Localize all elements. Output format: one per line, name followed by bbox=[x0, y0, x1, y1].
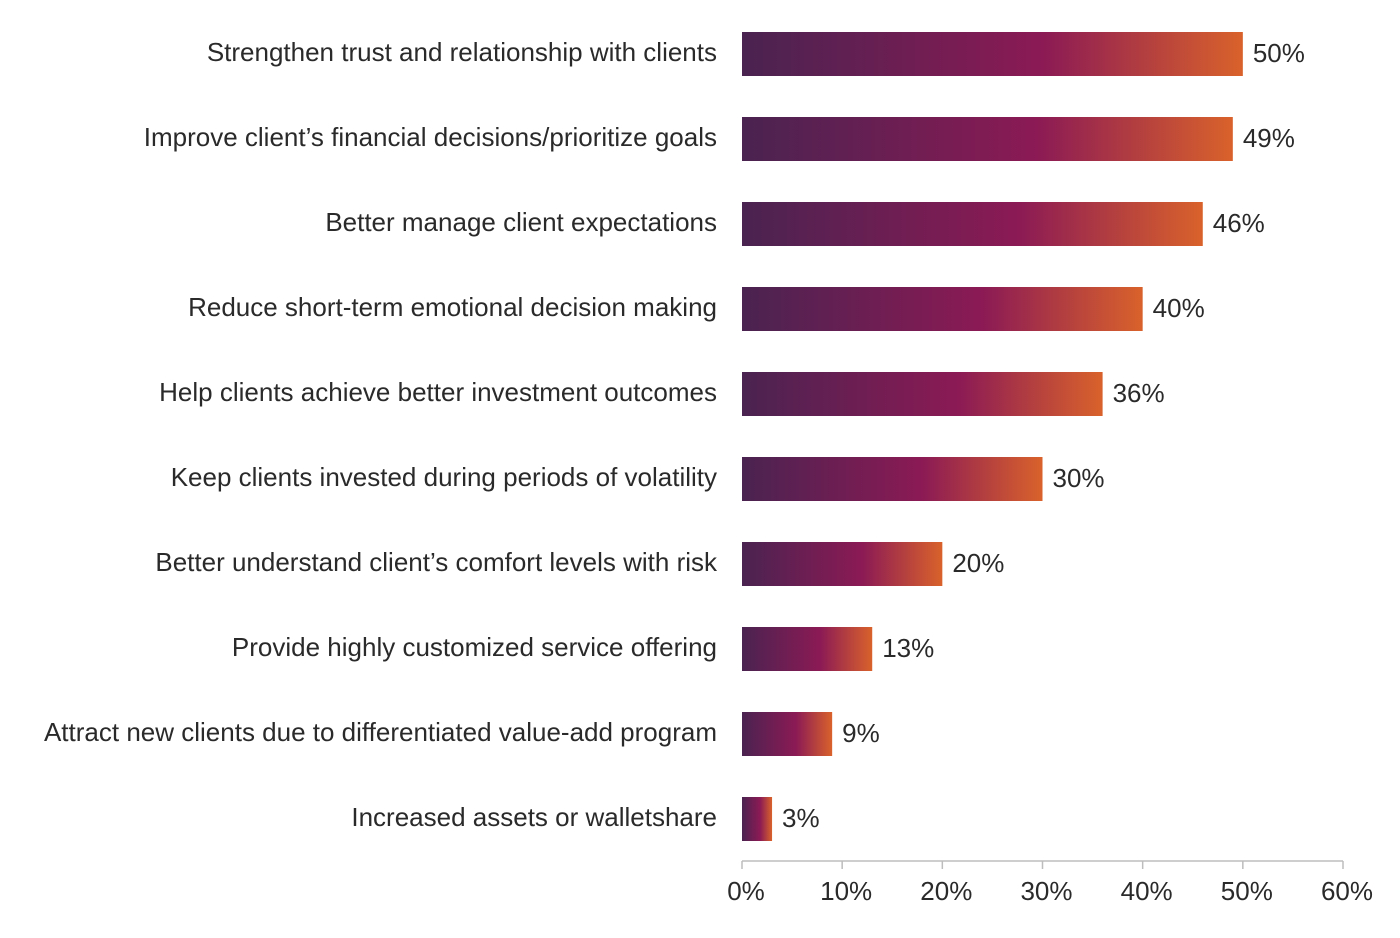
bar-row: Strengthen trust and relationship with c… bbox=[207, 32, 1305, 76]
value-label: 49% bbox=[1243, 123, 1295, 153]
bar bbox=[742, 712, 833, 756]
bars-layer: Strengthen trust and relationship with c… bbox=[44, 32, 1305, 841]
bar-row: Attract new clients due to differentiate… bbox=[44, 712, 880, 756]
value-label: 20% bbox=[952, 548, 1004, 578]
bar-row: Provide highly customized service offeri… bbox=[232, 627, 934, 671]
bar-row: Better understand client’s comfort level… bbox=[155, 542, 1004, 586]
bar-row: Help clients achieve better investment o… bbox=[159, 372, 1165, 416]
value-label: 9% bbox=[842, 718, 880, 748]
bar bbox=[742, 117, 1233, 161]
bar bbox=[742, 202, 1203, 246]
bar bbox=[742, 627, 873, 671]
category-label: Better manage client expectations bbox=[325, 207, 717, 237]
bar bbox=[742, 372, 1103, 416]
value-label: 13% bbox=[882, 633, 934, 663]
x-tick-label: 0% bbox=[727, 876, 765, 906]
value-label: 40% bbox=[1153, 293, 1205, 323]
bar bbox=[742, 32, 1243, 76]
bar-row: Improve client’s financial decisions/pri… bbox=[144, 117, 1295, 161]
x-tick-label: 40% bbox=[1121, 876, 1173, 906]
value-label: 36% bbox=[1113, 378, 1165, 408]
x-tick-label: 20% bbox=[920, 876, 972, 906]
bar-row: Better manage client expectations 46% bbox=[325, 202, 1265, 246]
bar-row: Reduce short-term emotional decision mak… bbox=[188, 287, 1205, 331]
x-tick-label: 50% bbox=[1221, 876, 1273, 906]
category-label: Attract new clients due to differentiate… bbox=[44, 717, 717, 747]
value-label: 3% bbox=[782, 803, 820, 833]
category-label: Help clients achieve better investment o… bbox=[159, 377, 717, 407]
bar-row: Keep clients invested during periods of … bbox=[171, 457, 1105, 501]
x-tick-label: 60% bbox=[1321, 876, 1373, 906]
bar bbox=[742, 797, 773, 841]
value-label: 30% bbox=[1053, 463, 1105, 493]
value-label: 50% bbox=[1253, 38, 1305, 68]
category-label: Improve client’s financial decisions/pri… bbox=[144, 122, 717, 152]
value-label: 46% bbox=[1213, 208, 1265, 238]
category-label: Better understand client’s comfort level… bbox=[155, 547, 718, 577]
bar bbox=[742, 287, 1143, 331]
bar bbox=[742, 542, 943, 586]
x-tick-label: 30% bbox=[1020, 876, 1072, 906]
bar bbox=[742, 457, 1043, 501]
category-label: Reduce short-term emotional decision mak… bbox=[188, 292, 717, 322]
category-label: Provide highly customized service offeri… bbox=[232, 632, 717, 662]
category-label: Keep clients invested during periods of … bbox=[171, 462, 717, 492]
category-label: Strengthen trust and relationship with c… bbox=[207, 37, 717, 67]
category-label: Increased assets or walletshare bbox=[351, 802, 717, 832]
x-axis: 0% 10% 20% 30% 40% 50% 60% bbox=[727, 860, 1373, 906]
bar-row: Increased assets or walletshare 3% bbox=[351, 797, 820, 841]
x-tick-label: 10% bbox=[820, 876, 872, 906]
